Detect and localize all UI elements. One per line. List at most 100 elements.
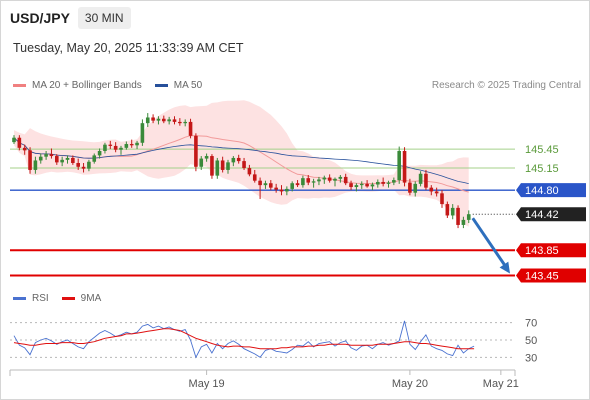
candle-body [338, 176, 343, 179]
candle-body [55, 156, 59, 163]
candle-body [172, 119, 177, 122]
candle-body [38, 156, 43, 161]
legend-item-ma20: MA 20 + Bollinger Bands [13, 80, 142, 91]
candle-body [274, 187, 278, 190]
candle-body [440, 193, 444, 205]
legend-item-ma50: MA 50 [154, 80, 203, 91]
candle-body [295, 183, 300, 186]
candle-body [215, 160, 220, 176]
candle-body [381, 181, 385, 184]
candle-body [194, 135, 198, 167]
candle-body [113, 145, 118, 150]
level-label-143.45: 143.45 [525, 271, 559, 283]
candle-body [44, 154, 48, 157]
candle-body [311, 181, 316, 183]
candle-body [322, 177, 327, 180]
forecast-arrow-shaft [471, 217, 509, 270]
candle-body [162, 118, 166, 122]
candle-body [236, 157, 241, 162]
candle-body [178, 121, 182, 124]
level-label-143.85: 143.85 [525, 245, 559, 257]
rsi-tick-50: 50 [525, 335, 537, 347]
candle-body [22, 147, 27, 151]
rsi-legend: RSI 9MA [13, 293, 114, 304]
candle-body [306, 178, 311, 183]
candle-body [60, 159, 64, 163]
candle-body [92, 155, 97, 162]
x-tick-label-may-19: May 19 [189, 378, 225, 390]
level-tag-144.80 [516, 183, 586, 198]
candle-body [103, 144, 107, 151]
candle-body [28, 150, 32, 170]
candle-body [220, 160, 225, 170]
candle-body [135, 142, 139, 146]
candle-body [450, 207, 455, 216]
candle-body [434, 191, 439, 194]
candle-body [119, 147, 123, 150]
symbol-label: USD/JPY [10, 10, 70, 26]
candle-body [285, 188, 289, 192]
price-legend: MA 20 + Bollinger Bands MA 50 [13, 80, 215, 91]
ma50-line [13, 137, 469, 184]
ma50-swatch [154, 84, 168, 87]
candle-body [71, 157, 75, 163]
x-tick-label-may-21: May 21 [483, 378, 519, 390]
candle-body [386, 182, 391, 184]
candle-body [17, 137, 22, 148]
legend-item-9ma: 9MA [61, 293, 102, 304]
x-tick-label-may-20: May 20 [392, 378, 428, 390]
candle-body [370, 184, 375, 187]
rsi-swatch [13, 297, 26, 300]
candle-body [445, 204, 450, 216]
rsi-series-rsi [13, 320, 475, 359]
ma20-swatch [13, 84, 26, 87]
candle-body [33, 160, 38, 170]
candle-body [301, 178, 305, 186]
candle-body [76, 162, 80, 167]
level-label-144.42: 144.42 [525, 209, 559, 221]
candle-body [456, 207, 460, 225]
candle-body [188, 121, 193, 136]
candle-body [258, 180, 262, 186]
candle-body [247, 168, 252, 175]
candle-body [12, 137, 16, 143]
candle-body [183, 121, 187, 124]
candle-body [354, 185, 359, 188]
candle-body [290, 183, 294, 189]
candle-body [402, 150, 407, 183]
9ma-swatch [61, 297, 75, 300]
candle-body [242, 161, 246, 169]
candle-body [343, 176, 348, 184]
credit-text: Research © 2025 Trading Central [431, 80, 581, 91]
candle-body [424, 173, 428, 188]
9ma-label: 9MA [80, 293, 102, 304]
rsi-tick-70: 70 [525, 318, 537, 330]
ma50-label: MA 50 [173, 80, 203, 91]
rsi-label: RSI [32, 293, 49, 304]
candle-body [333, 178, 337, 181]
candle-body [65, 157, 70, 160]
candle-body [167, 119, 171, 122]
interval-button[interactable]: 30 MIN [77, 7, 131, 29]
candle-body [466, 214, 471, 220]
candle-body [210, 156, 214, 176]
ma20-label: MA 20 + Bollinger Bands [32, 80, 142, 91]
candle-body [408, 182, 412, 193]
candle-body [413, 183, 418, 193]
candle-body [418, 173, 423, 184]
timestamp: Tuesday, May 20, 2025 11:33:39 AM CET [13, 41, 244, 55]
candle-body [365, 183, 369, 187]
candle-body [124, 144, 129, 148]
candle-body [397, 150, 401, 181]
candle-body [461, 219, 466, 225]
candle-body [151, 117, 155, 121]
candle-body [87, 161, 91, 169]
candle-body [231, 157, 236, 163]
candle-body [108, 144, 113, 146]
candle-body [156, 118, 161, 121]
candle-body [97, 150, 102, 156]
candle-body [279, 189, 284, 192]
candle-body [317, 179, 321, 182]
level-label-145.45: 145.45 [525, 144, 559, 156]
